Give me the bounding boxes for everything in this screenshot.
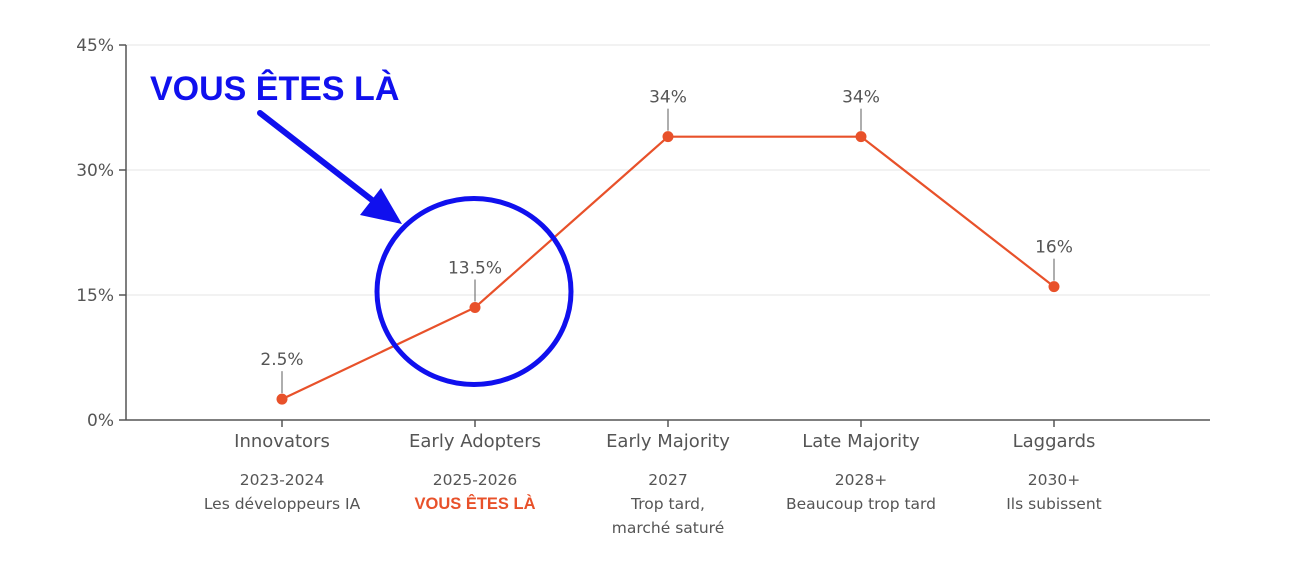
data-label: 16% [1035, 238, 1073, 258]
x-sublabel: 2030+ [1028, 471, 1080, 489]
x-tick-label: Innovators [234, 431, 330, 452]
x-sublabel: Ils subissent [1006, 495, 1102, 513]
annotation-circle [374, 196, 574, 387]
x-sublabel: 2027 [648, 471, 687, 489]
data-point [855, 131, 867, 143]
annotation-arrow-head [360, 188, 402, 224]
data-labels: 2.5% 13.5% 34% 34% 16% [260, 88, 1073, 394]
data-point [469, 302, 481, 313]
data-point [662, 131, 674, 143]
x-sublabel: Trop tard, [630, 495, 705, 513]
series-line [276, 131, 1060, 405]
y-tick-label: 45% [76, 36, 114, 56]
x-sublabel: 2028+ [835, 471, 887, 489]
data-label: 34% [649, 88, 687, 108]
data-label: 13.5% [448, 259, 502, 279]
y-tick-label: 15% [76, 286, 114, 306]
data-point [1048, 281, 1060, 293]
x-tick-label: Early Adopters [409, 431, 541, 452]
y-tick-label: 0% [87, 411, 114, 431]
data-label: 34% [842, 88, 880, 108]
y-tick-label: 30% [76, 161, 114, 181]
x-sublabel: Beaucoup trop tard [786, 495, 936, 513]
series-polyline [281, 135, 1055, 401]
x-sublabel: Les développeurs IA [204, 495, 361, 513]
data-point [276, 393, 288, 405]
x-sublabel: 2025-2026 [433, 471, 518, 489]
x-sublabel: marché saturé [612, 519, 724, 537]
highlight-sublabel: VOUS ÊTES LÀ [414, 494, 535, 513]
annotation-arrow-shaft [257, 110, 375, 203]
y-axis: 0% 15% 30% 45% [76, 36, 127, 431]
x-sublabel: 2023-2024 [240, 471, 325, 489]
x-axis: Innovators 2023-2024 Les développeurs IA Ea… [126, 419, 1210, 537]
annotation-text: VOUS ÊTES LÀ [150, 70, 399, 108]
x-tick-label: Late Majority [802, 431, 920, 452]
x-tick-label: Early Majority [606, 431, 730, 452]
x-tick-label: Laggards [1013, 431, 1096, 452]
data-label: 2.5% [260, 350, 303, 370]
annotation: VOUS ÊTES LÀ [150, 70, 574, 387]
gridlines [126, 44, 1210, 296]
